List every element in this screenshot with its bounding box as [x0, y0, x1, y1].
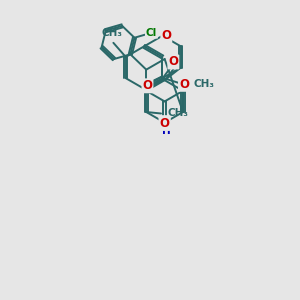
Text: CH₃: CH₃ — [194, 79, 215, 89]
Text: O: O — [179, 78, 189, 91]
Text: H: H — [162, 126, 170, 136]
Text: O: O — [168, 56, 178, 68]
Text: CH₃: CH₃ — [167, 109, 188, 118]
Text: O: O — [142, 79, 152, 92]
Text: O: O — [160, 117, 170, 130]
Text: N: N — [160, 116, 170, 129]
Text: O: O — [161, 29, 171, 42]
Text: CH₃: CH₃ — [101, 28, 122, 38]
Text: Cl: Cl — [146, 28, 157, 38]
